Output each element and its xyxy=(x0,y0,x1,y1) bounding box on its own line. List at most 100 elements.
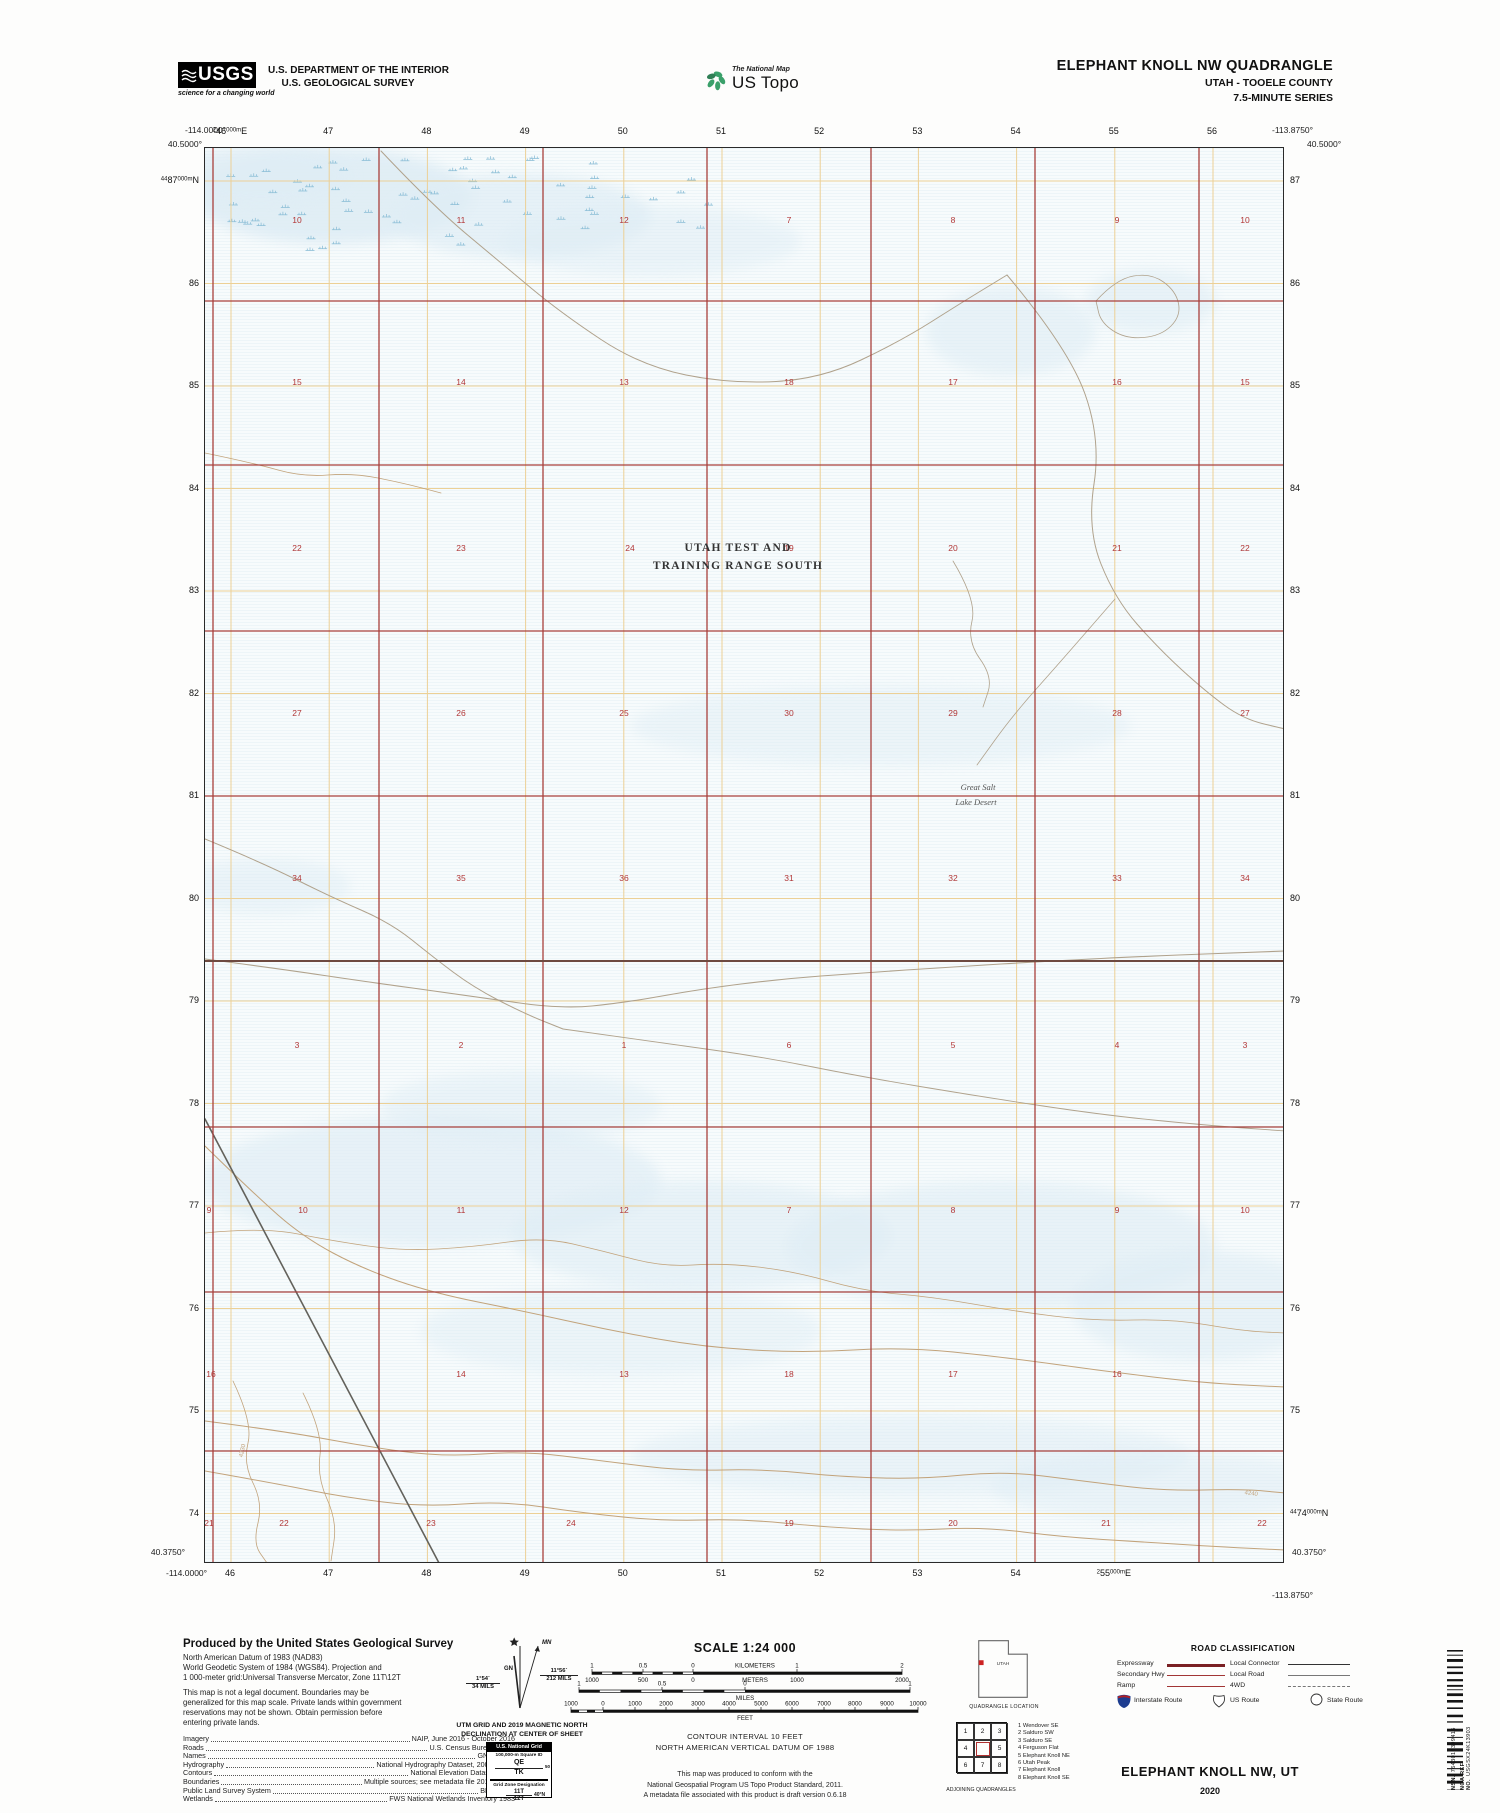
svg-text:0: 0 xyxy=(691,1663,695,1670)
section-number: 30 xyxy=(784,708,794,718)
usgs-tagline: science for a changing world xyxy=(178,90,275,97)
datum-lines: North American Datum of 1983 (NAD83) Worl… xyxy=(183,1653,515,1683)
datum-line: 1 000-meter grid:Universal Transverse Me… xyxy=(183,1673,401,1682)
adjoining-quad-name: 8 Elephant Knoll SE xyxy=(1018,1774,1070,1781)
dotted-leader xyxy=(221,1778,362,1786)
svg-text:METERS: METERS xyxy=(742,1677,768,1684)
section-number: 10 xyxy=(292,215,302,225)
sheet-year: 2020 xyxy=(1199,1786,1221,1796)
grid-label-easting-top: 55 xyxy=(1108,126,1119,136)
source-row: Contours National Elevation Dataset, 2002 xyxy=(183,1769,515,1778)
section-number: 14 xyxy=(456,377,466,387)
section-number: 6 xyxy=(786,1040,792,1050)
dotted-leader xyxy=(205,1744,428,1751)
section-number: 18 xyxy=(784,377,794,387)
svg-text:3000: 3000 xyxy=(691,1701,705,1708)
standard-note-line: A metadata file associated with this pro… xyxy=(643,1792,847,1800)
barcode xyxy=(1447,1650,1463,1790)
section-number: 21 xyxy=(1112,543,1122,553)
adjoining-cell: 5 xyxy=(991,1740,1008,1757)
gn-label: GN xyxy=(504,1666,513,1672)
disclaimer-line: reservations may not be shown. Obtain pe… xyxy=(183,1708,383,1717)
grid-label-easting-bottom: 255000mE xyxy=(1096,1568,1131,1578)
source-value: NAIP, June 2016 - October 2016 xyxy=(411,1734,515,1743)
road-class-sample xyxy=(1167,1686,1225,1687)
svg-text:10000: 10000 xyxy=(909,1701,927,1708)
section-number: 2 xyxy=(458,1040,464,1050)
route-symbol xyxy=(1212,1693,1226,1713)
section-number: 24 xyxy=(625,543,635,553)
grid-label-easting-bottom: 52 xyxy=(814,1568,825,1578)
source-label: Roads xyxy=(183,1742,204,1752)
utah-outline xyxy=(978,1640,1028,1698)
declination-diagram: GN MN 1°54´ 34 MILS 11°56´ 212 MILS xyxy=(462,1634,582,1718)
map-area: 4230 4240 10 11 12 7 8 9 10 15 14 13 18 17 16 15 22 23 24… xyxy=(204,147,1284,1563)
section-number: 25 xyxy=(619,708,629,718)
standard-note-line: National Geospatial Program US Topo Prod… xyxy=(647,1781,843,1789)
route-symbol-label: State Route xyxy=(1327,1697,1363,1704)
svg-text:1000: 1000 xyxy=(790,1677,804,1684)
corner-lat-tr: 40.5000° xyxy=(1307,139,1342,149)
grid-label-easting-bottom: 49 xyxy=(519,1568,530,1578)
source-value: National Elevation Dataset, 2002 xyxy=(410,1768,515,1778)
source-row: Imagery NAIP, June 2016 - October 2016 xyxy=(183,1734,515,1744)
section-number: 3 xyxy=(294,1040,300,1050)
corner-lat-br: 40.3750° xyxy=(1292,1547,1327,1557)
svg-text:1: 1 xyxy=(590,1663,594,1670)
grid-label-easting-top: 52 xyxy=(814,126,825,136)
grid-label-northing-left: 80 xyxy=(188,892,199,903)
declination-arrows xyxy=(509,1637,540,1709)
section-number: 5 xyxy=(950,1040,956,1050)
section-number: 4 xyxy=(1114,1040,1120,1050)
section-number: 27 xyxy=(292,708,302,718)
nga-ref-number: NGA REF NO.USGSX24K13903 xyxy=(1460,1726,1472,1790)
dotted-leader xyxy=(207,1752,476,1760)
corner-lon-br: -113.8750° xyxy=(1272,1590,1314,1600)
grid-label-northing-right: 78 xyxy=(1290,1097,1301,1108)
source-value: Multiple sources; see metadata file 2017… xyxy=(363,1776,515,1786)
svg-text:1000: 1000 xyxy=(585,1677,599,1684)
svg-text:1: 1 xyxy=(577,1681,581,1688)
source-label: Public Land Survey System xyxy=(183,1785,271,1795)
route-symbol-label: US Route xyxy=(1230,1697,1260,1704)
section-number: 29 xyxy=(948,708,958,718)
dotted-leader xyxy=(214,1769,409,1777)
section-number: 15 xyxy=(292,377,302,387)
adjoining-quad-name: 5 Elephant Knoll NE xyxy=(1018,1752,1070,1759)
usng-divider: 50 xyxy=(495,1764,550,1769)
grid-label-northing-right: 4474000mN xyxy=(1290,1507,1329,1518)
grid-label-northing-left: 86 xyxy=(188,277,199,288)
source-value: U.S. Census Bureau, 2016 xyxy=(429,1742,515,1752)
road-class-sample xyxy=(1288,1686,1350,1687)
grid-label-northing-left: 83 xyxy=(188,585,199,595)
grid-label-easting-bottom: 48 xyxy=(421,1568,432,1578)
section-number: 34 xyxy=(292,873,302,883)
sheet-name: ELEPHANT KNOLL NW, UT xyxy=(1121,1764,1299,1779)
section-number: 20 xyxy=(948,543,958,553)
svg-text:FEET: FEET xyxy=(737,1715,753,1722)
grid-label-easting-top: 48 xyxy=(421,126,432,136)
source-row: Boundaries Multiple sources; see metadata… xyxy=(183,1776,515,1787)
corner-lat-tl: 40.5000° xyxy=(167,139,202,149)
disclaimer-line: entering private lands. xyxy=(183,1718,260,1727)
section-number: 3 xyxy=(1242,1040,1248,1050)
road-class-label: Ramp xyxy=(1117,1682,1136,1689)
adjoining-quad-name: 3 Salduro SE xyxy=(1018,1737,1053,1744)
section-number: 26 xyxy=(456,708,466,718)
adjoining-quad-name: 6 Utah Peak xyxy=(1018,1760,1050,1767)
svg-text:6000: 6000 xyxy=(785,1701,799,1708)
source-value: National Hydrography Dataset, 2003 - 201… xyxy=(376,1759,515,1769)
grid-label-easting-top: 54 xyxy=(1010,126,1021,136)
svg-text:4230: 4230 xyxy=(239,1443,248,1458)
route-symbol xyxy=(1310,1693,1323,1711)
usng-square-top: QE xyxy=(513,1759,525,1766)
grid-label-northing-right: 85 xyxy=(1290,380,1301,390)
section-number: 22 xyxy=(1257,1518,1267,1528)
road-class-sample xyxy=(1288,1675,1350,1676)
section-number: 35 xyxy=(456,873,466,883)
grid-label-northing-left: 85 xyxy=(188,380,199,390)
section-number: 28 xyxy=(1112,708,1122,718)
us-route-shield-icon xyxy=(1213,1694,1225,1708)
